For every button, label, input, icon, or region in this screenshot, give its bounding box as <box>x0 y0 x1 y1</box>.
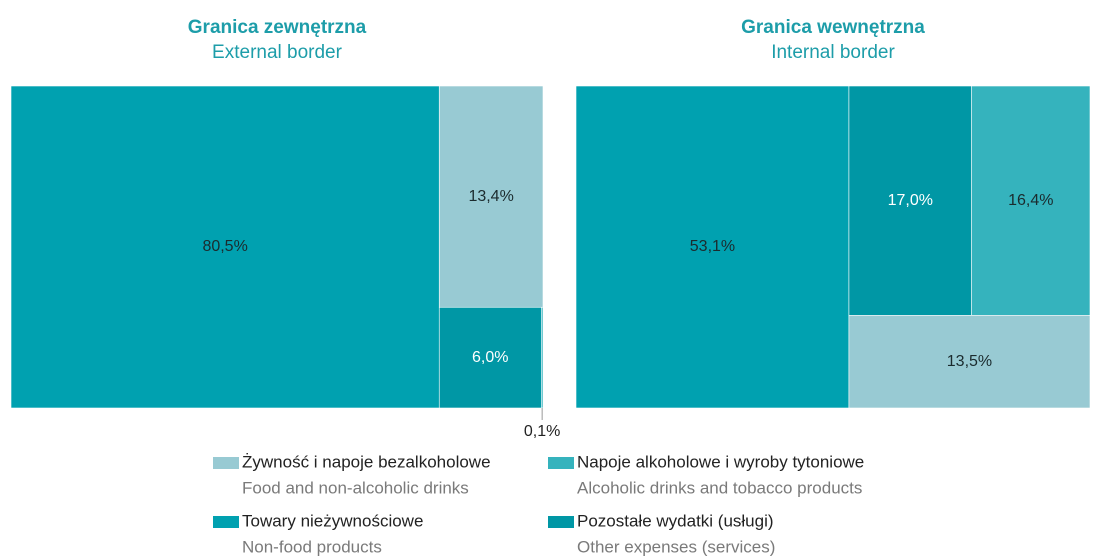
legend-sublabel: Food and non-alcoholic drinks <box>242 478 469 497</box>
value-label: 0,1% <box>524 423 560 440</box>
legend-swatch <box>213 457 239 469</box>
chart-subtitle: Internal border <box>771 42 895 63</box>
treemap-cell <box>438 85 544 308</box>
value-label: 53,1% <box>690 238 735 255</box>
treemap-cell <box>848 85 972 316</box>
treemap-cell <box>540 306 544 409</box>
legend-label: Pozostałe wydatki (usługi) <box>577 511 774 530</box>
chart-title: Granica zewnętrzna <box>188 17 367 38</box>
legend-label: Żywność i napoje bezalkoholowe <box>242 452 491 471</box>
treemap-cell <box>848 315 1091 409</box>
value-label: 17,0% <box>888 192 933 209</box>
treemap-cell <box>575 85 850 409</box>
legend-sublabel: Non-food products <box>242 537 382 556</box>
legend-label: Towary nieżywnościowe <box>242 511 423 530</box>
value-label: 13,4% <box>468 188 513 205</box>
legend-swatch <box>213 516 239 528</box>
treemap-cell <box>10 85 440 409</box>
treemap-cell <box>971 85 1091 316</box>
legend-label: Napoje alkoholowe i wyroby tytoniowe <box>577 452 864 471</box>
legend-swatch <box>548 457 574 469</box>
legend-sublabel: Other expenses (services) <box>577 537 775 556</box>
treemap-cell <box>438 306 542 409</box>
value-label: 6,0% <box>472 349 508 366</box>
value-label: 16,4% <box>1008 192 1053 209</box>
chart-title: Granica wewnętrzna <box>741 17 925 38</box>
chart-subtitle: External border <box>212 42 343 63</box>
value-label: 13,5% <box>947 353 992 370</box>
value-label: 80,5% <box>202 238 247 255</box>
legend-swatch <box>548 516 574 528</box>
legend-sublabel: Alcoholic drinks and tobacco products <box>577 478 862 497</box>
